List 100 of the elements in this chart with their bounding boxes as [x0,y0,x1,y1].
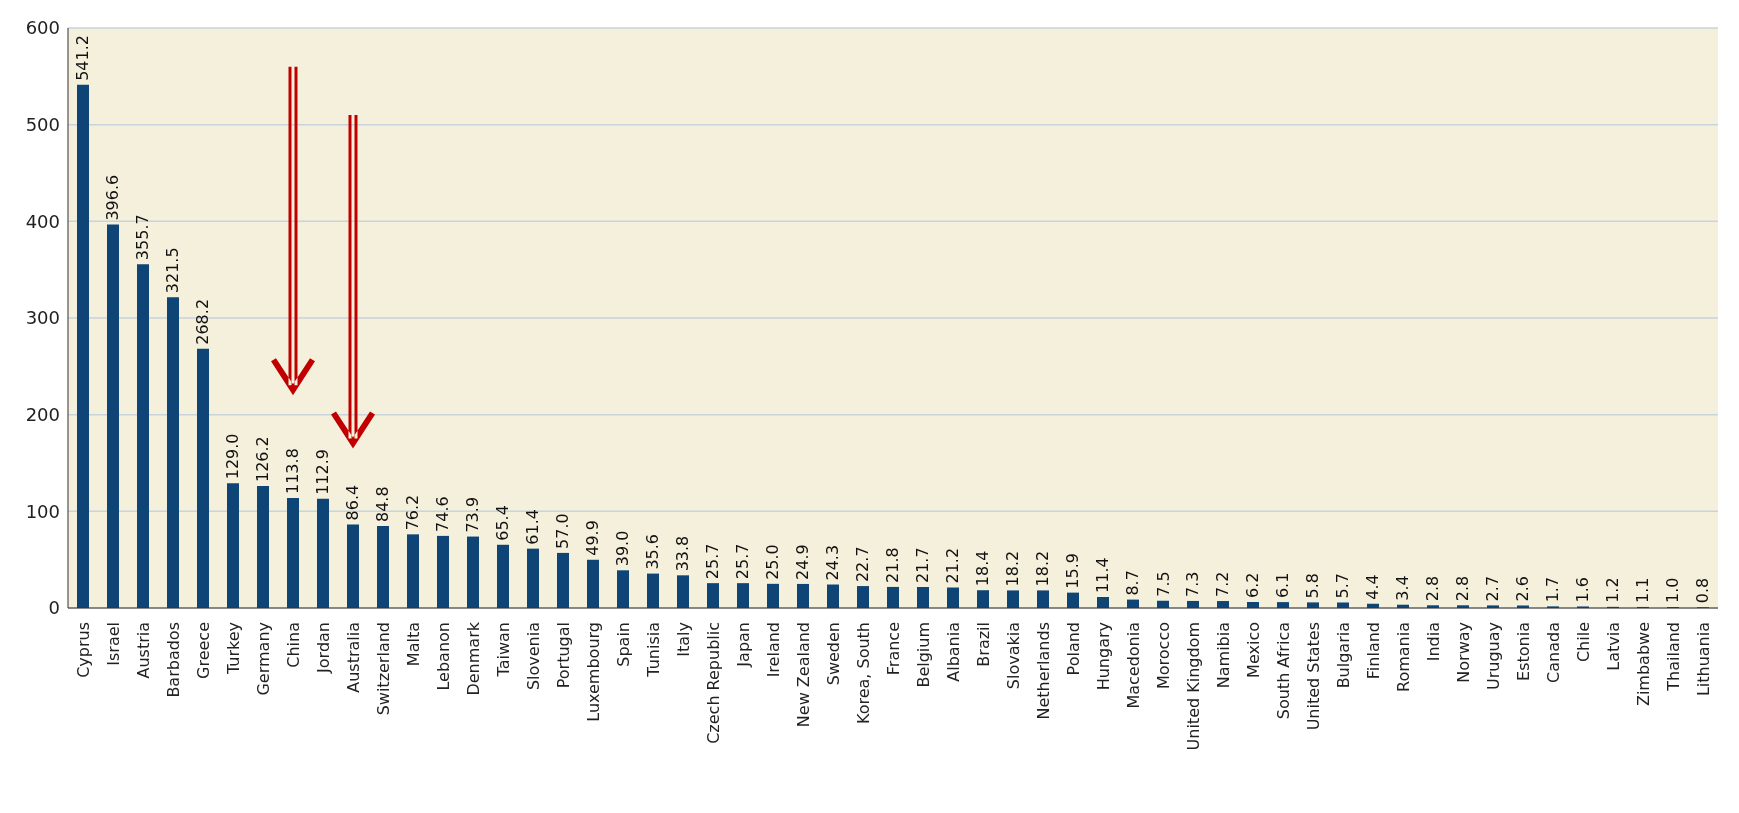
x-tick-label: Mexico [1243,622,1263,678]
x-tick-label: Korea, South [853,622,873,725]
data-label: 4.4 [1363,574,1383,600]
y-tick-label: 600 [25,17,60,39]
x-tick-label: Zimbabwe [1633,622,1653,707]
x-tick-label: Estonia [1513,622,1533,681]
x-tick-label: Japan [733,622,753,668]
data-label: 2.8 [1423,575,1443,602]
x-tick-label: Tunisia [643,622,663,678]
x-tick-label: Norway [1453,622,1473,683]
x-tick-label: Switzerland [373,622,393,716]
data-label: 321.5 [163,247,183,294]
data-label: 21.7 [913,547,933,584]
data-label: 35.6 [643,533,663,570]
data-label: 86.4 [343,484,363,521]
data-label: 25.0 [763,544,783,580]
y-tick-label: 300 [25,307,60,329]
data-label: 24.9 [793,544,813,580]
x-tick-label: Portugal [553,622,573,689]
y-tick-label: 200 [25,404,60,426]
data-label: 6.1 [1273,572,1293,599]
x-tick-label: Cyprus [73,622,93,678]
data-label: 1.2 [1603,577,1623,603]
x-tick-label: Macedonia [1123,622,1143,709]
x-tick-label: Italy [673,622,693,657]
x-tick-label: Lebanon [433,622,453,691]
x-tick-label: Taiwan [493,622,513,678]
data-label: 355.7 [133,214,153,261]
y-tick-label: 100 [25,500,60,522]
data-label: 21.8 [883,547,903,583]
data-label: 1.0 [1663,577,1683,604]
data-label: 3.4 [1393,575,1413,601]
data-label: 18.4 [973,550,993,587]
data-label: 22.7 [853,546,873,583]
data-label: 57.0 [553,513,573,549]
x-tick-label: China [283,622,303,668]
x-tick-label: Sweden [823,622,843,686]
data-label: 541.2 [73,35,93,81]
data-label: 33.8 [673,535,693,572]
x-tick-label: Ireland [763,622,783,678]
x-tick-label: Australia [343,622,363,693]
data-label: 1.7 [1543,576,1563,603]
x-tick-label: Slovenia [523,622,543,691]
x-tick-label: Latvia [1603,622,1623,671]
x-tick-label: Morocco [1153,622,1173,689]
data-label: 11.4 [1093,557,1113,593]
x-tick-label: Denmark [463,621,483,696]
x-tick-label: Austria [133,622,153,679]
x-tick-label: Spain [613,622,633,667]
x-tick-label: Greece [193,622,213,679]
x-tick-label: India [1423,622,1443,662]
y-tick-label: 0 [48,597,60,619]
data-label: 5.7 [1333,573,1353,599]
data-label: 15.9 [1063,553,1083,589]
data-label: 2.8 [1453,575,1473,602]
data-label: 2.6 [1513,576,1533,602]
data-label: 7.5 [1153,571,1173,597]
x-tick-label: Uruguay [1483,622,1503,690]
x-tick-label: Canada [1543,622,1563,683]
data-label: 112.9 [313,449,333,495]
x-tick-label: Barbados [163,622,183,698]
data-label: 2.7 [1483,575,1503,602]
data-label: 0.8 [1693,577,1713,604]
data-label: 76.2 [403,494,423,531]
data-label: 61.4 [523,509,543,545]
x-tick-label: New Zealand [793,622,813,728]
data-label: 6.2 [1243,572,1263,599]
data-label: 74.6 [433,496,453,532]
data-label: 7.3 [1183,571,1203,597]
x-tick-label: South Africa [1273,622,1293,720]
x-tick-label: Poland [1063,622,1083,676]
x-tick-label: Chile [1573,622,1593,663]
x-tick-label: Belgium [913,622,933,688]
x-tick-label: Germany [253,622,273,696]
x-tick-label: Hungary [1093,622,1113,691]
x-tick-label: Slovakia [1003,622,1023,690]
data-label: 24.3 [823,544,843,581]
data-label: 25.7 [733,543,753,580]
data-label: 25.7 [703,543,723,580]
data-label: 49.9 [583,520,603,556]
data-label: 21.2 [943,547,963,584]
x-tick-label: Bulgaria [1333,622,1353,689]
data-label: 39.0 [613,530,633,567]
x-tick-label: Lithuania [1693,622,1713,697]
data-label: 8.7 [1123,570,1143,596]
data-label: 1.1 [1633,577,1653,603]
x-tick-label: Romania [1393,622,1413,692]
data-label: 7.2 [1213,571,1233,598]
x-tick-label: Malta [403,622,423,667]
data-label: 73.9 [463,496,483,533]
x-tick-label: Netherlands [1033,622,1053,720]
data-label: 113.8 [283,448,303,494]
x-tick-label: Brazil [973,622,993,667]
data-label: 129.0 [223,433,243,480]
data-label: 18.2 [1003,550,1023,587]
data-label: 1.6 [1573,577,1593,603]
x-tick-label: Albania [943,622,963,682]
x-tick-label: Namibia [1213,622,1233,689]
x-tick-label: Israel [103,622,123,666]
data-label: 5.8 [1303,572,1323,599]
